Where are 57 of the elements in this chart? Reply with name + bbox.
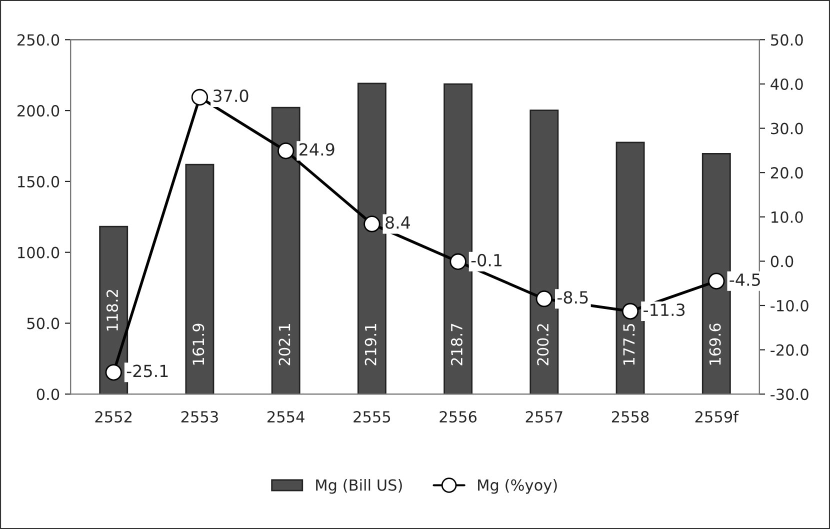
y-tick-label: 200.0 — [18, 105, 60, 117]
x-tick-label: 2554 — [268, 411, 304, 423]
legend-label: Mg (Bill US) — [316, 478, 402, 494]
bar — [185, 164, 214, 394]
data-label: -0.1 — [471, 254, 502, 266]
data-label: 202.1 — [278, 324, 290, 366]
y2-tick-label: 0.0 — [770, 256, 794, 268]
y2-tick-label: -10.0 — [770, 300, 808, 312]
y2-tick-label: 40.0 — [770, 78, 803, 90]
data-label: 161.9 — [192, 324, 204, 365]
data-label: -8.5 — [557, 291, 588, 304]
data-label: -4.5 — [730, 274, 760, 286]
y2-tick-label: 20.0 — [770, 167, 803, 179]
point — [277, 142, 294, 160]
bar — [702, 152, 731, 394]
x-tick-label: 2559f — [695, 410, 739, 423]
point — [450, 253, 466, 270]
data-label: 24.9 — [300, 143, 334, 156]
bar — [271, 106, 300, 394]
y-tick-label: 250.0 — [18, 34, 60, 46]
point — [105, 364, 122, 381]
y2-tick-label: 50.0 — [771, 34, 803, 46]
bar — [530, 110, 559, 394]
data-label: 177.5 — [623, 324, 635, 365]
point — [536, 290, 553, 308]
x-tick-label: 2557 — [526, 411, 562, 423]
point — [191, 88, 208, 106]
bar — [616, 142, 645, 394]
data-label: 37.0 — [213, 90, 248, 102]
bar — [357, 82, 386, 394]
bar — [99, 226, 128, 394]
x-tick-label: 2552 — [95, 411, 132, 423]
x-tick-label: 2553 — [181, 411, 218, 423]
y-tick-label: 0.0 — [36, 388, 60, 400]
bar — [444, 83, 473, 394]
y-tick-label: 100.0 — [18, 246, 60, 258]
y2-tick-label: -30.0 — [770, 388, 808, 400]
data-label: 219.1 — [364, 324, 376, 366]
y-tick-label: 150.0 — [18, 176, 60, 188]
y2-tick-label: 10.0 — [772, 211, 803, 223]
data-label: 8.4 — [386, 216, 410, 229]
x-tick-label: 2556 — [440, 411, 477, 423]
x-tick-label: 2558 — [612, 411, 649, 423]
data-label: 200.2 — [537, 324, 549, 366]
data-label: -11.3 — [644, 303, 685, 316]
point — [708, 272, 725, 290]
y2-tick-label: 30.0 — [771, 122, 803, 134]
point — [622, 302, 639, 320]
data-label: 169.6 — [709, 324, 721, 365]
legend-label: Mg (%yoy) — [478, 479, 557, 494]
point — [364, 216, 380, 232]
data-label: 118.2 — [106, 290, 118, 331]
y-tick-label: 50.0 — [27, 318, 60, 330]
data-label: -25.1 — [126, 364, 168, 378]
y2-tick-label: -20.0 — [770, 344, 808, 356]
data-label: 218.7 — [450, 324, 462, 366]
x-tick-label: 2555 — [354, 411, 390, 423]
